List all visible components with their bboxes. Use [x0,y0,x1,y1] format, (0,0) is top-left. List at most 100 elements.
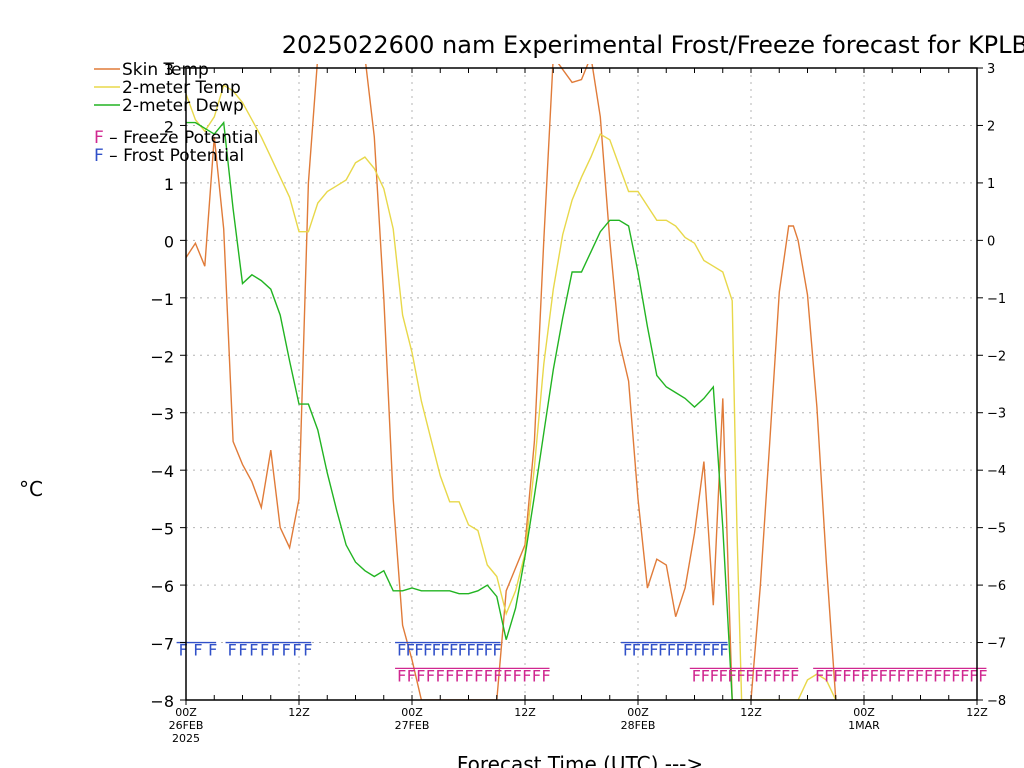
frost-potential-flag: F [292,641,301,660]
frost-potential-flag: F [641,641,650,660]
x-axis-label: Forecast Time (UTC) ---> [457,752,703,768]
freeze-potential-flag: F [503,666,512,685]
frost-potential-flag: F [271,641,280,660]
y-axis-label: °C [19,477,43,501]
legend-potential-letter: F [94,146,104,166]
freeze-potential-flag: F [879,666,888,685]
freeze-potential-flag: F [772,666,781,685]
x-tick-label: 12Z [740,706,762,719]
chart-title: 2025022600 nam Experimental Frost/Freeze… [282,31,1024,59]
x-tick-label: 26FEB [169,719,204,732]
y-tick-label-right: −8 [987,694,1006,709]
frost-potential-flag: F [282,641,291,660]
legend-potential-letter: F [94,128,104,148]
frost-potential-flag: F [702,641,711,660]
y-tick-label-left: −8 [150,692,174,711]
freeze-potential-flag: F [933,666,942,685]
y-tick-label-right: 1 [987,177,995,192]
legend-potential-label: – Freeze Potential [104,128,259,148]
frost-potential-flag: F [475,641,484,660]
frost-potential-flag: F [406,641,415,660]
freeze-potential-flag: F [870,666,879,685]
freeze-potential-flag: F [436,666,445,685]
frost-potential-flag: F [303,641,312,660]
freeze-potential-flag: F [824,666,833,685]
freeze-potential-flag: F [513,666,522,685]
x-tick-label: 00Z [627,706,649,719]
freeze-potential-flag: F [781,666,790,685]
freeze-potential-flag: F [445,666,454,685]
freeze-potential-flag: F [532,666,541,685]
y-tick-label-left: 2 [164,117,174,136]
y-tick-label-left: 0 [164,232,174,251]
frost-potential-flag: F [711,641,720,660]
series-line-skin-temp [186,64,837,700]
freeze-potential-flag: F [969,666,978,685]
y-tick-label-left: −3 [150,405,174,424]
frost-potential-flag: F [676,641,685,660]
frost-potential-flag: F [684,641,693,660]
series-line-2-meter-dewp [186,120,733,700]
freeze-potential-flag: F [915,666,924,685]
y-tick-label-left: −2 [150,347,174,366]
frost-potential-flag: F [397,641,406,660]
legend-label: 2-meter Temp [122,78,241,98]
freeze-potential-flag: F [888,666,897,685]
frost-potential-flag: F [432,641,441,660]
frost-potential-flag: F [467,641,476,660]
legend-label: Skin Temp [122,60,209,80]
frost-potential-flag: F [208,641,217,660]
frost-potential-flag: F [414,641,423,660]
freeze-potential-flag: F [745,666,754,685]
freeze-potential-flag: F [484,666,493,685]
frost-potential-flag: F [623,641,632,660]
grid-lines [186,68,977,700]
freeze-potential-flag: F [474,666,483,685]
y-tick-label-left: 1 [164,175,174,194]
freeze-potential-flag: F [728,666,737,685]
freeze-potential-flag: F [522,666,531,685]
y-tick-label-right: −4 [987,464,1006,479]
frost-potential-flag: F [693,641,702,660]
x-tick-label: 00Z [401,706,423,719]
freeze-potential-flag: F [426,666,435,685]
y-tick-label-right: −2 [987,349,1006,364]
freeze-potential-flag: F [455,666,464,685]
freeze-potential-flag: F [719,666,728,685]
freeze-potential-flag: F [833,666,842,685]
freeze-potential-flag: F [815,666,824,685]
freeze-potential-flag: F [842,666,851,685]
freeze-potential-flag: F [942,666,951,685]
frost-potential-flag: F [649,641,658,660]
y-tick-label-left: 3 [164,60,174,79]
y-tick-label-right: −3 [987,407,1006,422]
plot-area: F F F F F F F F F F F F F F F F F F F F F F F F F F F F F F F F F F FF F F F F… [176,64,988,700]
frost-potential-flag: F [458,641,467,660]
freeze-potential-flag: F [542,666,551,685]
legend-potential: F – Frost Potential [94,146,244,166]
x-tick-label: 27FEB [395,719,430,732]
freeze-potential-flag: F [951,666,960,685]
x-tick-label: 2025 [172,732,200,745]
y-tick-label-right: 2 [987,119,995,134]
frost-potential-flag: F [249,641,258,660]
freeze-potential-flag: F [897,666,906,685]
frost-potential-flag: F [238,641,247,660]
freeze-potential-flag: F [790,666,799,685]
freeze-potential-flag: F [861,666,870,685]
y-tick-label-left: −4 [150,462,174,481]
y-tick-label-right: −7 [987,637,1006,652]
legend-potential-label: – Frost Potential [104,146,244,166]
y-tick-label-right: 3 [987,62,995,77]
freeze-potential-flag: F [701,666,710,685]
y-tick-label-right: −6 [987,579,1006,594]
freeze-potential-flag: F [710,666,719,685]
x-tick-label: 12Z [514,706,536,719]
frost-potential-flag: F [423,641,432,660]
freeze-potential-flag: F [763,666,772,685]
x-tick-label: 1MAR [848,719,880,732]
x-tick-label: 00Z [853,706,875,719]
freeze-potential-flag: F [692,666,701,685]
frost-potential-flag: F [449,641,458,660]
